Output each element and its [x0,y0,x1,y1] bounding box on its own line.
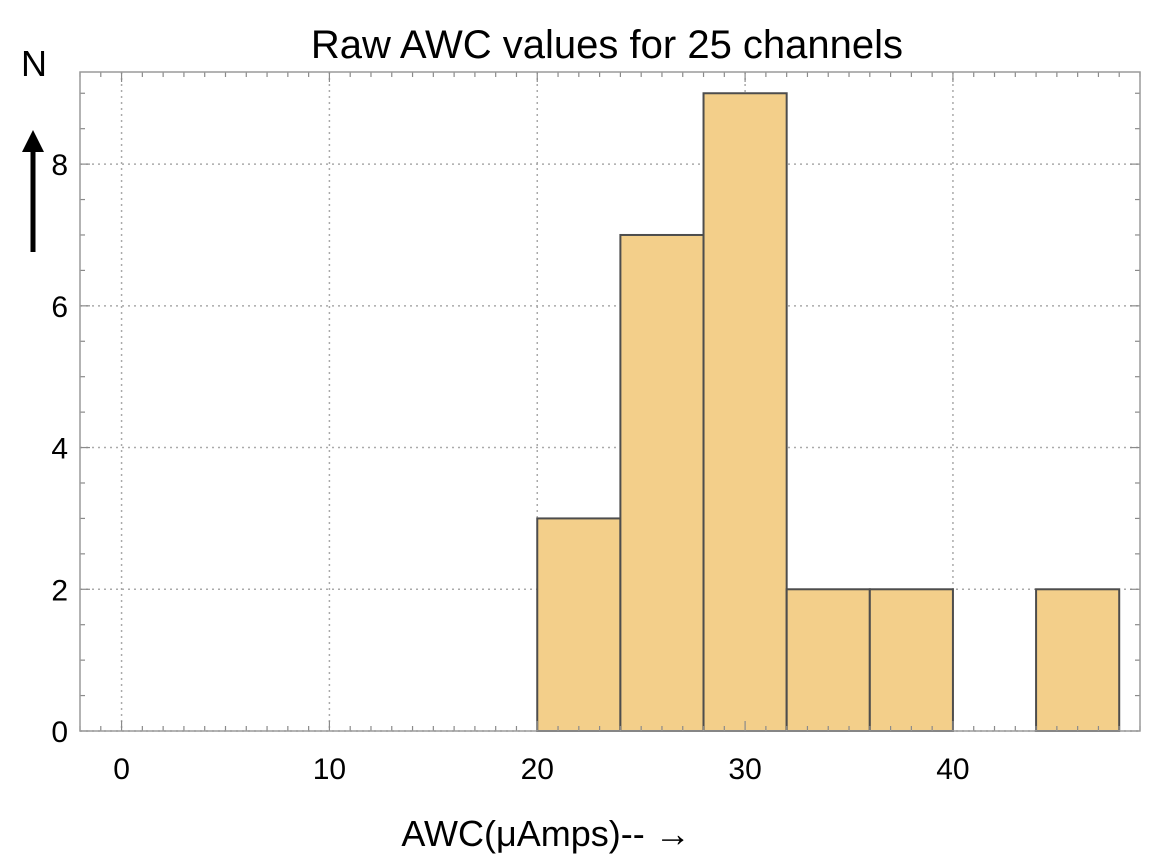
plot-frame [79,71,1141,732]
x-tick-label: 20 [521,753,554,786]
x-tick-label: 10 [313,753,346,786]
y-tick-label: 4 [51,433,68,466]
histogram-bars [536,92,1121,733]
y-tick-label: 8 [51,149,68,182]
y-axis-arrow-icon [22,130,44,252]
axis-ticks [79,72,1141,732]
x-axis-label: AWC(μAmps)-- → [401,813,690,854]
y-axis-label: N [21,43,47,84]
histogram-bar [619,233,705,733]
y-tick-label: 0 [51,716,68,749]
y-tick-label: 6 [51,291,68,324]
histogram-bar [785,588,871,732]
histogram-bar [536,517,622,733]
histogram-bar [1035,588,1121,732]
histogram-bar [702,92,788,733]
x-tick-label: 0 [113,753,130,786]
x-tick-label: 30 [728,753,761,786]
x-tick-label: 40 [936,753,969,786]
tick-labels: 0 10 20 30 40 0 2 4 6 8 [51,149,969,786]
histogram-bar [868,588,954,732]
y-tick-label: 2 [51,574,68,607]
chart-title: Raw AWC values for 25 channels [311,23,903,67]
